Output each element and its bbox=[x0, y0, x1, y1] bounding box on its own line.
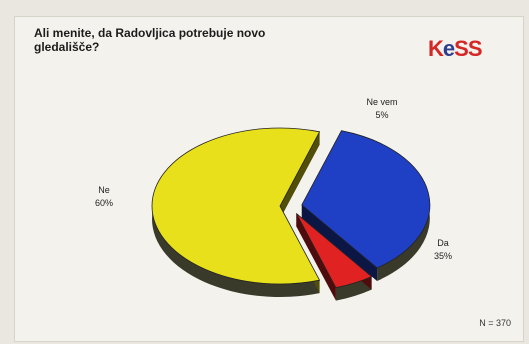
sample-size-note: N = 370 bbox=[479, 318, 511, 328]
slice-label-da: Da bbox=[437, 238, 449, 248]
slice-ne bbox=[151, 127, 321, 285]
slice-value-ne-vem: 5% bbox=[375, 110, 388, 120]
chart-title: Ali menite, da Radovljica potrebuje novo… bbox=[34, 26, 266, 54]
slice-value-da: 35% bbox=[434, 251, 452, 261]
slice-wall-ne-vem-1 bbox=[296, 213, 336, 301]
slice-side-ne-vem bbox=[335, 276, 372, 301]
slice-label-ne: Ne bbox=[98, 185, 110, 195]
slice-da bbox=[301, 130, 431, 269]
slice-wall-da-1 bbox=[301, 204, 378, 281]
slice-ne-vem bbox=[296, 213, 373, 289]
kess-logo: KeSS bbox=[428, 36, 483, 61]
slice-wall-ne-1 bbox=[280, 131, 320, 219]
slice-label-ne-vem: Ne vem bbox=[366, 97, 397, 107]
slice-value-ne: 60% bbox=[95, 198, 113, 208]
